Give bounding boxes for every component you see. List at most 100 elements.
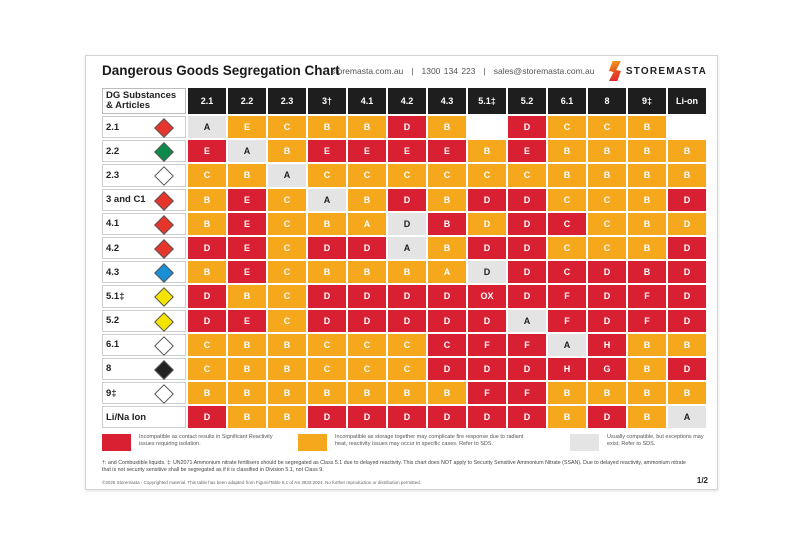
segregation-cell: E bbox=[228, 261, 266, 284]
segregation-cell: E bbox=[228, 116, 266, 139]
segregation-cell: D bbox=[588, 309, 626, 332]
segregation-cell: B bbox=[628, 236, 666, 260]
table-row: 2.2 E A B E E E E B E B B B B bbox=[102, 140, 706, 163]
column-header: 2.2 bbox=[228, 88, 266, 114]
segregation-cell: F bbox=[628, 285, 666, 308]
column-header: 9‡ bbox=[628, 88, 666, 114]
segregation-cell: C bbox=[468, 164, 506, 187]
website-link[interactable]: storemasta.com.au bbox=[331, 66, 404, 76]
segregation-cell: B bbox=[428, 116, 466, 139]
segregation-cell: D bbox=[468, 236, 506, 260]
table-row: Li/Na Ion D B B D D D D D D B D B A bbox=[102, 406, 706, 429]
non-flammable-gas-label-icon bbox=[154, 142, 174, 163]
dangerous-when-wet-label-icon bbox=[154, 263, 174, 284]
segregation-cell: D bbox=[668, 188, 706, 211]
segregation-cell: E bbox=[428, 140, 466, 163]
table-row: 2.1 A E C B B D B D D C C B D bbox=[102, 116, 706, 139]
spontaneously-combustible-label-icon bbox=[154, 239, 174, 259]
segregation-cell: C bbox=[388, 333, 426, 356]
segregation-cell: B bbox=[628, 212, 666, 235]
segregation-cell: C bbox=[268, 309, 306, 332]
segregation-cell: B bbox=[348, 261, 386, 284]
segregation-cell: C bbox=[388, 357, 426, 381]
segregation-cell: B bbox=[588, 140, 626, 163]
page-number: 1/2 bbox=[696, 476, 708, 485]
segregation-cell: D bbox=[668, 212, 706, 235]
segregation-cell: B bbox=[668, 140, 706, 163]
segregation-cell: B bbox=[348, 116, 386, 139]
segregation-cell: A bbox=[388, 236, 426, 260]
segregation-cell: D bbox=[508, 285, 546, 308]
segregation-cell: A bbox=[268, 164, 306, 187]
segregation-cell: D bbox=[508, 236, 546, 260]
legend-swatch bbox=[298, 434, 327, 451]
segregation-cell: B bbox=[308, 116, 346, 139]
segregation-cell: D bbox=[428, 309, 466, 332]
row-label: 2.1 bbox=[102, 116, 186, 139]
segregation-cell: C bbox=[548, 188, 586, 211]
segregation-cell: B bbox=[628, 382, 666, 405]
segregation-cell: F bbox=[628, 309, 666, 332]
segregation-cell: B bbox=[308, 212, 346, 235]
segregation-cell: OX bbox=[468, 285, 506, 308]
segregation-cell: C bbox=[188, 164, 226, 187]
segregation-cell: D bbox=[468, 406, 506, 429]
segregation-cell: B bbox=[268, 406, 306, 429]
segregation-cell: D bbox=[428, 285, 466, 308]
footnotes: †: and Combustible liquids. ‡: UN2071 Am… bbox=[102, 460, 687, 473]
segregation-cell: D bbox=[348, 236, 386, 260]
row-label: 2.2 bbox=[102, 140, 186, 163]
segregation-cell: B bbox=[548, 382, 586, 405]
row-label: 3 and C1 bbox=[102, 188, 186, 211]
segregation-cell: B bbox=[188, 382, 226, 405]
segregation-cell: A bbox=[348, 212, 386, 235]
segregation-cell: E bbox=[348, 140, 386, 163]
organic-peroxide-label-icon bbox=[154, 311, 174, 332]
separator: | bbox=[483, 66, 486, 76]
segregation-cell: D bbox=[683, 122, 691, 133]
row-label: 2.3 bbox=[102, 164, 186, 187]
segregation-cell: D bbox=[468, 309, 506, 332]
segregation-cell: B bbox=[428, 236, 466, 260]
row-label-text: 3 and C1 bbox=[106, 194, 146, 206]
segregation-cell: E bbox=[308, 140, 346, 163]
column-header: 4.1 bbox=[348, 88, 386, 114]
flammable-liquid-label-icon bbox=[154, 190, 174, 211]
segregation-cell: F bbox=[548, 309, 586, 332]
row-label-text: 2.1 bbox=[106, 121, 120, 133]
segregation-cell: C bbox=[308, 333, 346, 356]
segregation-cell: F bbox=[508, 382, 546, 405]
segregation-cell: D bbox=[428, 357, 466, 381]
segregation-cell: D bbox=[508, 406, 546, 429]
segregation-cell: B bbox=[268, 382, 306, 405]
row-label: Li/Na Ion bbox=[102, 406, 186, 429]
column-header: 5.1‡ bbox=[468, 88, 506, 114]
legend-text: Incompatible as contact results in Signi… bbox=[139, 434, 273, 447]
segregation-cell: D bbox=[428, 406, 466, 429]
storemasta-logo-icon bbox=[608, 61, 621, 81]
table-row: 6.1 C B B C C C C F F A H B B bbox=[102, 333, 706, 356]
segregation-cell: C bbox=[268, 188, 306, 211]
segregation-cell: D bbox=[468, 357, 506, 381]
segregation-cell: D bbox=[308, 236, 346, 260]
segregation-cell: B bbox=[628, 116, 666, 139]
segregation-cell: D bbox=[668, 236, 706, 260]
segregation-cell: E bbox=[228, 188, 266, 211]
segregation-cell: B bbox=[268, 140, 306, 163]
segregation-cell: B bbox=[548, 140, 586, 163]
segregation-cell: C bbox=[268, 261, 306, 284]
segregation-cell: B bbox=[228, 406, 266, 429]
segregation-cell: H bbox=[588, 333, 626, 356]
storemasta-logo: STOREMASTA bbox=[608, 61, 707, 81]
segregation-cell: D bbox=[508, 188, 546, 211]
flammable-gas-label-icon bbox=[154, 118, 174, 138]
row-label-text: 5.1‡ bbox=[106, 290, 125, 302]
segregation-cell: E bbox=[188, 140, 226, 163]
segregation-cell: D bbox=[388, 309, 426, 332]
email-link[interactable]: sales@storemasta.com.au bbox=[493, 66, 595, 76]
segregation-cell: B bbox=[228, 333, 266, 356]
segregation-cell: D bbox=[388, 212, 426, 235]
segregation-cell: A bbox=[428, 261, 466, 284]
phone-number[interactable]: 1300 134 223 bbox=[421, 66, 476, 76]
